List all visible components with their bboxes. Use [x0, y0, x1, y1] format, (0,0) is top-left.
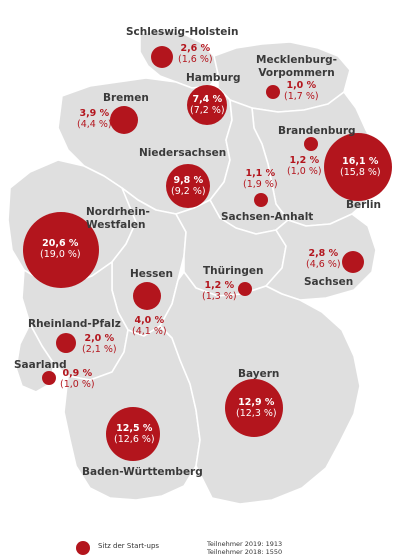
previous-share: (1,3 %) — [202, 290, 237, 302]
current-share: 16,1 % — [342, 156, 379, 167]
participants-2018: Teilnehmer 2018: 1550 — [207, 548, 283, 557]
previous-share: (1,7 %) — [284, 90, 319, 102]
current-share: 4,0 % — [134, 315, 165, 326]
bubble-hessen — [133, 282, 161, 310]
current-share: 1,0 % — [286, 80, 317, 91]
state-label-baden-wuerttemberg: Baden-Württemberg — [82, 466, 203, 478]
previous-share: (4,6 %) — [306, 258, 341, 270]
bubble-nordrhein-westfalen — [23, 212, 99, 288]
previous-share: (1,6 %) — [178, 53, 213, 65]
bubble-sachsen-anhalt — [254, 193, 268, 207]
state-label-rheinland-pfalz: Rheinland-Pfalz — [28, 318, 121, 330]
state-label-brandenburg: Brandenburg — [278, 125, 356, 137]
bubble-mecklenburg-vorpommern — [266, 85, 280, 99]
current-share: 2,0 % — [84, 333, 115, 344]
participants-2019: Teilnehmer 2019: 1913 — [207, 540, 283, 548]
current-share: 7,4 % — [192, 94, 223, 105]
previous-share: (12,3 %) — [236, 407, 277, 419]
current-share: 1,2 % — [289, 155, 320, 166]
previous-share: (4,1 %) — [132, 325, 167, 337]
bubble-saarland — [42, 371, 56, 385]
state-value-sachsen-anhalt: 1,1 % (1,9 %) — [243, 168, 278, 191]
state-value-brandenburg: 1,2 % (1,0 %) — [287, 155, 322, 178]
previous-share: (15,8 %) — [340, 166, 381, 178]
bubble-sachsen — [342, 251, 364, 273]
previous-share: (7,2 %) — [190, 104, 225, 116]
state-value-bayern: 12,9 % (12,3 %) — [236, 397, 277, 420]
bubble-berlin — [324, 133, 392, 201]
previous-share: (9,2 %) — [171, 185, 206, 197]
state-label-niedersachsen: Niedersachsen — [139, 147, 227, 159]
current-share: 12,9 % — [238, 397, 275, 408]
current-share: 2,6 % — [180, 43, 211, 54]
bubble-bayern — [225, 379, 283, 437]
previous-share: (12,6 %) — [114, 433, 155, 445]
state-value-baden-wuerttemberg: 12,5 % (12,6 %) — [114, 423, 155, 446]
bubble-rheinland-pfalz — [56, 333, 76, 353]
bubble-brandenburg — [304, 137, 318, 151]
previous-share: (1,0 %) — [287, 165, 322, 177]
bubble-niedersachsen — [166, 164, 210, 208]
current-share: 20,6 % — [42, 238, 79, 249]
state-label-thueringen: Thüringen — [203, 265, 264, 277]
state-label-saarland: Saarland — [14, 359, 67, 371]
bubble-hamburg — [187, 85, 227, 125]
current-share: 1,2 % — [204, 280, 235, 291]
state-value-saarland: 0,9 % (1,0 %) — [60, 368, 95, 391]
state-value-thueringen: 1,2 % (1,3 %) — [202, 280, 237, 303]
state-value-rheinland-pfalz: 2,0 % (2,1 %) — [82, 333, 117, 356]
bubble-bremen — [110, 106, 138, 134]
state-value-hamburg: 7,4 % (7,2 %) — [190, 94, 225, 117]
state-value-hessen: 4,0 % (4,1 %) — [132, 315, 167, 338]
current-share: 0,9 % — [62, 368, 93, 379]
state-value-nordrhein-westfalen: 20,6 % (19,0 %) — [40, 238, 81, 261]
state-value-mecklenburg-vorpommern: 1,0 % (1,7 %) — [284, 80, 319, 103]
previous-share: (4,4 %) — [77, 118, 112, 130]
current-share: 12,5 % — [116, 423, 153, 434]
current-share: 1,1 % — [245, 168, 276, 179]
state-value-bremen: 3,9 % (4,4 %) — [77, 108, 112, 131]
state-label-mecklenburg-vorpommern: Mecklenburg- Vorpommern — [256, 54, 338, 79]
bubble-baden-wuerttemberg — [106, 407, 160, 461]
state-value-sachsen: 2,8 % (4,6 %) — [306, 248, 341, 271]
state-label-sachsen: Sachsen — [304, 276, 354, 288]
participants-note: Teilnehmer 2019: 1913 Teilnehmer 2018: 1… — [207, 540, 282, 557]
state-label-schleswig-holstein: Schleswig-Holstein — [126, 26, 239, 38]
state-label-hessen: Hessen — [130, 268, 174, 280]
bubble-thueringen — [238, 282, 252, 296]
current-share: 3,9 % — [79, 108, 110, 119]
state-value-schleswig-holstein: 2,6 % (1,6 %) — [178, 43, 213, 66]
previous-share: (19,0 %) — [40, 248, 81, 260]
state-value-niedersachsen: 9,8 % (9,2 %) — [171, 175, 206, 198]
current-share: 2,8 % — [308, 248, 339, 259]
state-label-nordrhein-westfalen: Nordrhein- Westfalen — [86, 206, 150, 231]
previous-share: (1,0 %) — [60, 378, 95, 390]
state-shape-sachsen — [265, 213, 377, 301]
previous-share: (2,1 %) — [82, 343, 117, 355]
state-value-berlin: 16,1 % (15,8 %) — [340, 156, 381, 179]
bubbles — [23, 46, 392, 461]
state-label-berlin: Berlin — [346, 199, 381, 211]
state-label-bremen: Bremen — [103, 92, 149, 104]
state-label-hamburg: Hamburg — [186, 72, 241, 84]
current-share: 9,8 % — [173, 175, 204, 186]
legend-label: Sitz der Start-ups — [98, 542, 160, 550]
state-label-bayern: Bayern — [238, 368, 280, 380]
state-label-sachsen-anhalt: Sachsen-Anhalt — [221, 211, 314, 223]
legend-dot — [76, 541, 90, 555]
bubble-schleswig-holstein — [151, 46, 173, 68]
previous-share: (1,9 %) — [243, 178, 278, 190]
